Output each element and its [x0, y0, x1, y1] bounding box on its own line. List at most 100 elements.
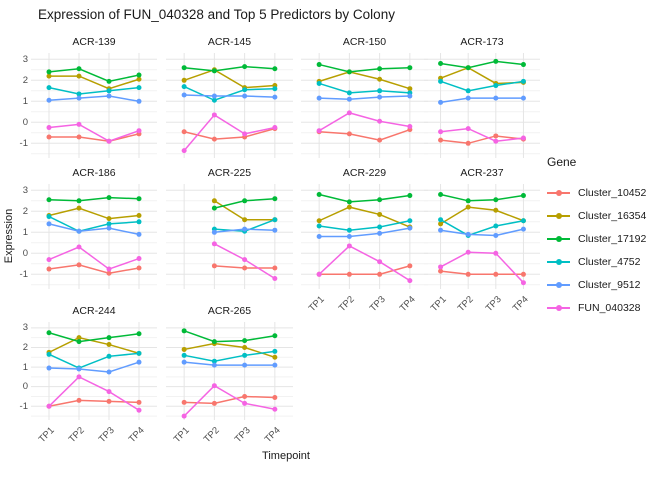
point-Cluster_10452 — [76, 134, 82, 140]
y-axis-tick-label: 0 — [22, 381, 28, 393]
point-Cluster_4752 — [136, 350, 142, 356]
facet-panel-ACR-150 — [301, 53, 428, 158]
point-Cluster_16354 — [377, 76, 383, 82]
point-FUN_040328 — [520, 280, 526, 286]
point-Cluster_4752 — [106, 353, 112, 359]
line-Cluster_17192 — [440, 193, 524, 202]
point-Cluster_4752 — [211, 97, 217, 103]
facet-title: ACR-265 — [207, 305, 252, 317]
point-Cluster_9512 — [181, 359, 187, 365]
x-axis-title: Timepoint — [262, 450, 310, 462]
legend-entry-Cluster_9512: Cluster_9512 — [547, 273, 646, 296]
point-FUN_040328 — [76, 121, 82, 127]
line-FUN_040328 — [440, 127, 524, 142]
facet-panel-ACR-139 — [31, 53, 157, 158]
point-Cluster_9512 — [136, 359, 142, 365]
facet-panel-ACR-145 — [166, 53, 293, 158]
point-Cluster_10452 — [46, 134, 52, 140]
y-axis-tick-label: 3 — [22, 184, 28, 196]
y-axis-tick-label: 3 — [22, 322, 28, 334]
x-axis-tick-label: TP1 — [428, 294, 449, 315]
legend-entry-Cluster_10452: Cluster_10452 — [547, 181, 646, 204]
facet-panel-ACR-237 — [424, 184, 540, 289]
point-FUN_040328 — [242, 131, 248, 137]
point-Cluster_17192 — [211, 68, 217, 74]
point-Cluster_4752 — [346, 227, 352, 233]
point-Cluster_16354 — [407, 86, 413, 92]
point-Cluster_17192 — [181, 65, 187, 71]
point-Cluster_16354 — [46, 73, 52, 79]
x-axis-tick-label: TP1 — [306, 294, 327, 315]
y-axis-tick-label: -1 — [19, 400, 28, 412]
x-axis-tick-label: TP1 — [171, 425, 192, 446]
point-FUN_040328 — [493, 138, 499, 144]
point-Cluster_17192 — [272, 66, 278, 72]
point-Cluster_4752 — [438, 217, 444, 223]
line-Cluster_17192 — [184, 65, 275, 72]
point-Cluster_4752 — [346, 90, 352, 96]
point-FUN_040328 — [46, 125, 52, 131]
facet-panel-ACR-244 — [31, 322, 157, 420]
line-Cluster_16354 — [48, 207, 140, 220]
line-Cluster_16354 — [318, 71, 411, 90]
facet-panel-ACR-173 — [424, 53, 540, 158]
point-Cluster_10452 — [465, 140, 471, 146]
x-axis-tick-label: TP3 — [96, 425, 117, 446]
facet-panel-ACR-186 — [31, 184, 157, 289]
point-FUN_040328 — [316, 271, 322, 277]
point-Cluster_10452 — [136, 399, 142, 405]
point-Cluster_10452 — [211, 136, 217, 142]
point-Cluster_9512 — [272, 362, 278, 368]
line-Cluster_9512 — [319, 95, 410, 100]
legend-entry-Cluster_4752: Cluster_4752 — [547, 250, 646, 273]
point-FUN_040328 — [46, 403, 52, 409]
legend-key-icon — [547, 208, 570, 223]
point-FUN_040328 — [242, 400, 248, 406]
point-Cluster_16354 — [316, 218, 322, 224]
point-FUN_040328 — [272, 276, 278, 281]
point-FUN_040328 — [106, 266, 112, 272]
point-Cluster_16354 — [106, 216, 112, 222]
x-axis-tick-label: TP3 — [367, 294, 388, 315]
line-Cluster_4752 — [48, 215, 140, 233]
legend-key-icon — [547, 254, 570, 269]
point-Cluster_17192 — [106, 78, 112, 84]
point-Cluster_9512 — [346, 234, 352, 239]
point-Cluster_17192 — [272, 333, 278, 339]
point-Cluster_17192 — [465, 65, 471, 71]
point-Cluster_9512 — [46, 365, 52, 371]
x-axis-tick-label: TP4 — [126, 425, 147, 446]
point-Cluster_17192 — [46, 197, 52, 203]
y-axis-tick-label: 3 — [22, 53, 28, 65]
line-Cluster_4752 — [183, 350, 275, 362]
line-Cluster_16354 — [183, 68, 275, 89]
line-Cluster_16354 — [48, 336, 140, 355]
line-FUN_040328 — [48, 246, 140, 270]
point-FUN_040328 — [106, 389, 112, 395]
point-FUN_040328 — [76, 244, 82, 250]
point-Cluster_16354 — [181, 77, 187, 83]
point-Cluster_9512 — [272, 94, 278, 100]
line-Cluster_4752 — [319, 220, 411, 231]
line-Cluster_17192 — [48, 332, 140, 343]
line-Cluster_4752 — [183, 85, 275, 102]
line-Cluster_9512 — [184, 94, 275, 98]
point-Cluster_9512 — [136, 98, 142, 104]
point-Cluster_4752 — [242, 352, 248, 358]
point-Cluster_17192 — [272, 196, 278, 202]
line-Cluster_10452 — [48, 399, 140, 408]
point-FUN_040328 — [211, 112, 217, 118]
point-Cluster_10452 — [407, 263, 413, 269]
point-FUN_040328 — [465, 126, 471, 132]
y-axis-tick-label: 2 — [22, 74, 28, 86]
point-Cluster_17192 — [106, 335, 112, 341]
point-Cluster_9512 — [242, 226, 248, 232]
facet-title: ACR-225 — [207, 167, 252, 179]
y-axis-tick-label: 2 — [22, 205, 28, 217]
line-Cluster_17192 — [48, 196, 140, 202]
legend-key-icon — [547, 231, 570, 246]
line-Cluster_16354 — [49, 75, 140, 90]
point-Cluster_16354 — [493, 207, 499, 213]
y-axis-tick-label: 2 — [22, 341, 28, 353]
